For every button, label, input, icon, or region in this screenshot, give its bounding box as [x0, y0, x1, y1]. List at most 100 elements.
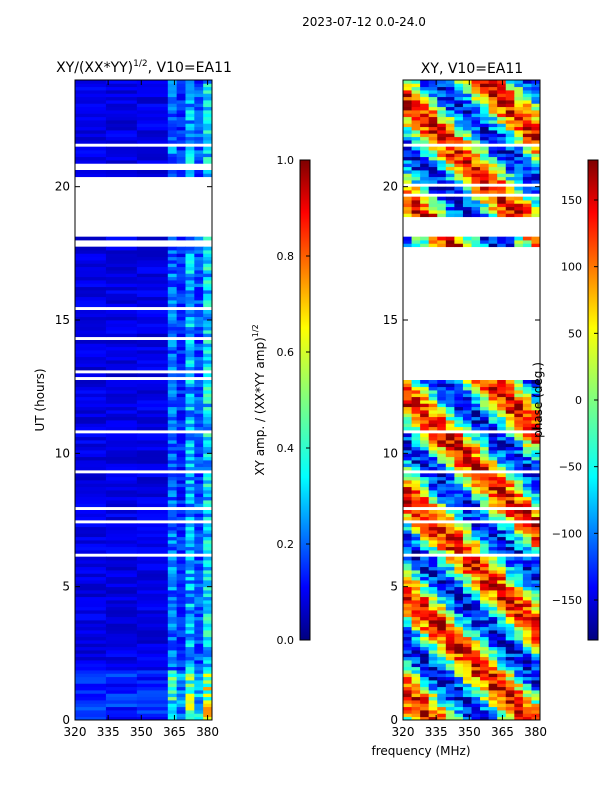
phase-heatmap-cell	[497, 580, 507, 584]
phase-heatmap-cell	[437, 413, 447, 418]
amplitude-heatmap-cell	[185, 386, 195, 391]
phase-heatmap-cell	[437, 496, 447, 501]
amplitude-heatmap-cell	[167, 646, 178, 651]
phase-heatmap-cell	[480, 83, 490, 88]
phase-heatmap-cell	[411, 543, 421, 548]
phase-heatmap-cell	[428, 610, 438, 614]
amplitude-heatmap-cell	[167, 703, 178, 708]
amplitude-heatmap-cell	[167, 580, 178, 584]
amplitude-heatmap-cell	[185, 573, 195, 578]
amplitude-heatmap-cell	[203, 533, 212, 538]
amplitude-heatmap-cell	[75, 350, 107, 354]
phase-heatmap-cell	[531, 586, 540, 591]
amplitude-heatmap-cell	[185, 550, 195, 554]
phase-heatmap-cell	[480, 80, 490, 84]
amplitude-heatmap-cell	[176, 663, 186, 668]
phase-heatmap-cell	[488, 546, 498, 551]
amplitude-heatmap-cell	[176, 590, 186, 594]
phase-heatmap-cell	[471, 683, 481, 688]
amplitude-heatmap-cell	[194, 473, 204, 478]
amplitude-heatmap-cell	[75, 663, 107, 668]
phase-heatmap-cell	[428, 170, 438, 174]
phase-heatmap-cell	[522, 620, 532, 624]
amplitude-heatmap-cell	[203, 330, 212, 334]
phase-heatmap-cell	[462, 433, 472, 438]
amplitude-heatmap-cell	[203, 360, 212, 364]
phase-heatmap-cell	[445, 533, 455, 538]
amplitude-heatmap-cell	[136, 613, 169, 618]
phase-heatmap-cell	[403, 606, 412, 611]
amplitude-heatmap-cell	[136, 533, 169, 538]
amplitude-heatmap-cell	[203, 523, 212, 528]
amplitude-heatmap-cell	[194, 650, 204, 654]
phase-heatmap-cell	[505, 140, 515, 144]
phase-heatmap-cell	[505, 413, 515, 418]
phase-heatmap-cell	[522, 156, 532, 161]
amplitude-heatmap-cell	[167, 713, 178, 718]
phase-heatmap-cell	[454, 380, 464, 384]
phase-heatmap-cell	[420, 380, 430, 384]
amplitude-heatmap-cell	[105, 116, 138, 121]
phase-heatmap-cell	[428, 450, 438, 454]
phase-heatmap-cell	[462, 456, 472, 461]
phase-heatmap-cell	[437, 130, 447, 134]
phase-heatmap-cell	[522, 133, 532, 138]
phase-heatmap-cell	[428, 416, 438, 421]
phase-heatmap-cell	[505, 510, 515, 514]
phase-heatmap-cell	[437, 93, 447, 98]
amplitude-heatmap-cell	[75, 656, 107, 661]
amplitude-heatmap-cell	[176, 296, 186, 301]
phase-heatmap-cell	[505, 616, 515, 621]
phase-heatmap-cell	[488, 160, 498, 164]
amplitude-heatmap-cell	[75, 290, 107, 294]
phase-heatmap-cell	[531, 133, 540, 138]
phase-heatmap-cell	[428, 426, 438, 431]
amplitude-heatmap-cell	[185, 600, 195, 604]
amplitude-heatmap-cell	[194, 613, 204, 618]
phase-heatmap-cell	[411, 83, 421, 88]
phase-heatmap-cell	[437, 563, 447, 568]
amplitude-heatmap-cell	[105, 270, 138, 274]
amplitude-heatmap-cell	[185, 630, 195, 634]
amplitude-heatmap-cell	[167, 153, 178, 158]
amplitude-heatmap-cell	[167, 586, 178, 591]
amplitude-heatmap-cell	[167, 270, 178, 274]
phase-heatmap-cell	[437, 483, 447, 488]
phase-heatmap-cell	[403, 586, 412, 591]
phase-heatmap-cell	[420, 203, 430, 208]
phase-heatmap-cell	[420, 450, 430, 454]
amplitude-heatmap-cell	[203, 630, 212, 634]
phase-heatmap-cell	[420, 573, 430, 578]
phase-heatmap-cell	[505, 416, 515, 421]
phase-heatmap-cell	[531, 210, 540, 214]
amplitude-heatmap-cell	[75, 696, 107, 701]
amplitude-heatmap-cell	[167, 653, 178, 658]
phase-heatmap-cell	[445, 163, 455, 168]
amplitude-heatmap-cell	[105, 690, 138, 694]
amplitude-heatmap-cell	[136, 273, 169, 278]
amplitude-heatmap-cell	[105, 113, 138, 118]
phase-heatmap-cell	[480, 480, 490, 484]
phase-heatmap-cell	[454, 610, 464, 614]
y-tick-label: 0	[390, 713, 398, 727]
amplitude-heatmap-cell	[194, 696, 204, 701]
amplitude-heatmap-cell	[105, 660, 138, 664]
phase-heatmap-cell	[428, 516, 438, 521]
phase-heatmap-cell	[514, 656, 524, 661]
amplitude-heatmap-cell	[194, 513, 204, 518]
amplitude-heatmap-cell	[167, 90, 178, 94]
amplitude-heatmap-cell	[136, 693, 169, 698]
phase-heatmap-cell	[480, 180, 490, 184]
phase-heatmap-cell	[437, 530, 447, 534]
phase-heatmap-cell	[497, 650, 507, 654]
phase-heatmap-cell	[420, 100, 430, 104]
phase-heatmap-cell	[411, 570, 421, 574]
phase-heatmap-cell	[488, 110, 498, 114]
phase-heatmap-cell	[522, 516, 532, 521]
amplitude-heatmap-cell	[136, 156, 169, 161]
phase-heatmap-cell	[531, 433, 540, 438]
phase-heatmap-cell	[497, 156, 507, 161]
phase-heatmap-cell	[454, 473, 464, 478]
phase-heatmap-cell	[505, 146, 515, 151]
amplitude-colorbar-ticks: 0.00.20.40.60.81.0	[277, 154, 310, 647]
